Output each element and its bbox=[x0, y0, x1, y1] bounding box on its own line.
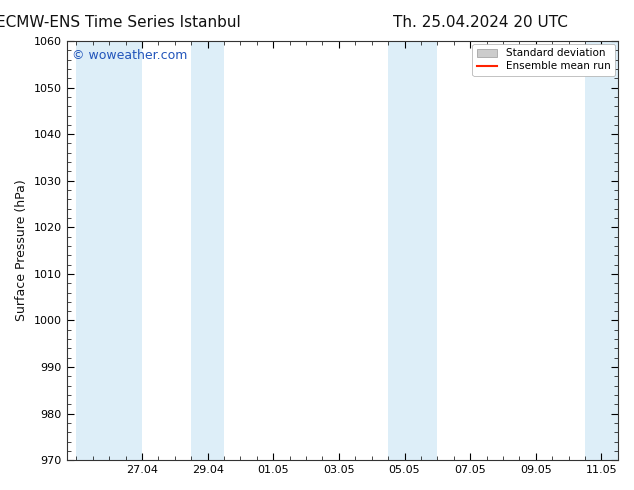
Text: © woweather.com: © woweather.com bbox=[72, 49, 188, 62]
Legend: Standard deviation, Ensemble mean run: Standard deviation, Ensemble mean run bbox=[472, 44, 615, 75]
Text: Th. 25.04.2024 20 UTC: Th. 25.04.2024 20 UTC bbox=[393, 15, 568, 30]
Text: ECMW-ENS Time Series Istanbul: ECMW-ENS Time Series Istanbul bbox=[0, 15, 241, 30]
Bar bbox=[76, 41, 142, 460]
Bar bbox=[388, 41, 437, 460]
Bar bbox=[585, 41, 618, 460]
Bar bbox=[191, 41, 224, 460]
Y-axis label: Surface Pressure (hPa): Surface Pressure (hPa) bbox=[15, 180, 28, 321]
